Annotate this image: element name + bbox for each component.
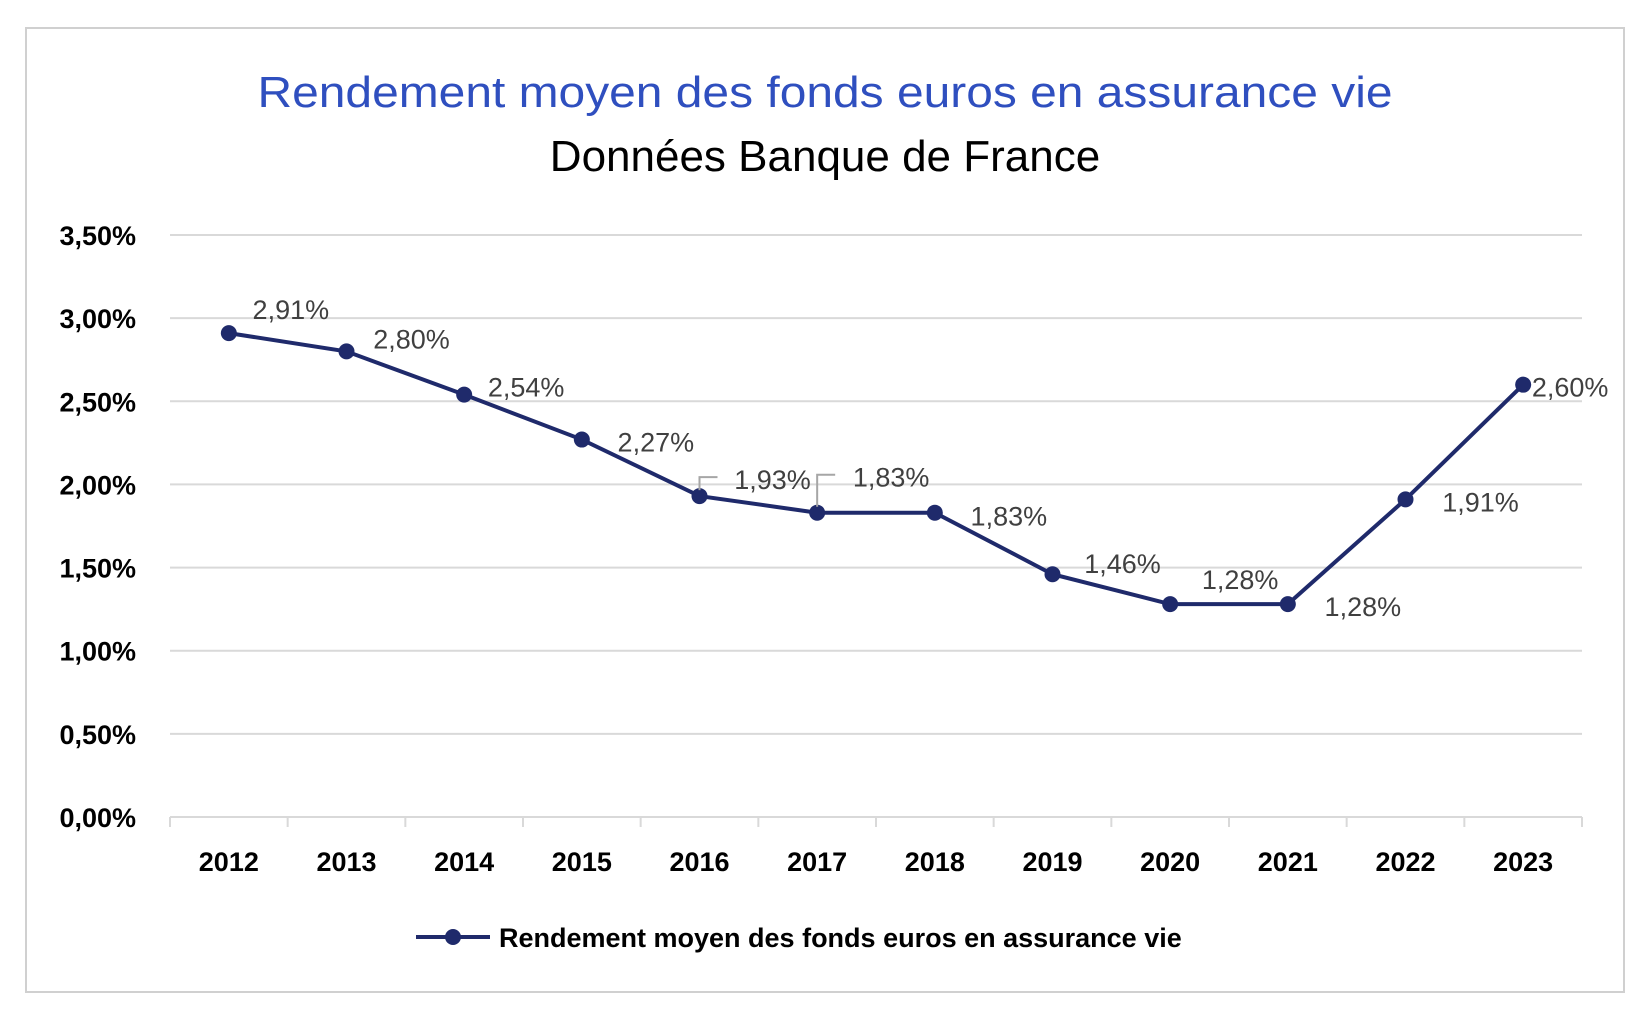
y-tick-label: 0,00% [59, 803, 136, 833]
x-tick-label: 2020 [1140, 847, 1200, 877]
data-label: 1,83% [853, 463, 930, 493]
x-tick-label: 2019 [1022, 847, 1082, 877]
data-label: 2,60% [1532, 373, 1609, 403]
x-tick-label: 2022 [1375, 847, 1435, 877]
data-label: 2,27% [618, 428, 695, 458]
data-point [1044, 566, 1061, 583]
data-point [220, 325, 237, 342]
data-label: 1,83% [971, 502, 1048, 532]
x-tick-label: 2021 [1258, 847, 1318, 877]
legend-label: Rendement moyen des fonds euros en assur… [499, 923, 1182, 953]
y-tick-label: 0,50% [59, 720, 136, 750]
series-line [228, 331, 1525, 607]
y-tick-label: 1,50% [59, 554, 136, 584]
data-label: 2,80% [373, 324, 450, 354]
y-tick-label: 3,00% [59, 304, 136, 334]
y-tick-label: 2,50% [59, 387, 136, 417]
data-label: 2,91% [253, 295, 330, 325]
x-tick-label: 2018 [905, 847, 965, 877]
data-point [1279, 596, 1296, 613]
data-point [926, 504, 943, 521]
x-tick-label: 2013 [316, 847, 376, 877]
data-point [809, 504, 826, 521]
x-tick-label: 2015 [552, 847, 612, 877]
chart-border [25, 27, 1625, 993]
y-tick-label: 3,50% [59, 221, 136, 251]
legend-marker [445, 929, 461, 945]
data-label: 1,28% [1325, 592, 1402, 622]
data-label: 1,91% [1442, 487, 1519, 517]
y-tick-label: 1,00% [59, 637, 136, 667]
data-label: 1,28% [1202, 565, 1279, 595]
x-tick-label: 2016 [669, 847, 729, 877]
data-point [691, 488, 708, 505]
data-point [1162, 596, 1179, 613]
x-tick-label: 2014 [434, 847, 494, 877]
x-tick-label: 2012 [199, 847, 259, 877]
x-tick-label: 2017 [787, 847, 847, 877]
chart-subtitle: Données Banque de France [550, 132, 1100, 181]
data-point [456, 386, 473, 403]
x-tick-label: 2023 [1493, 847, 1553, 877]
leader-line [816, 473, 836, 507]
data-label: 2,54% [488, 373, 565, 403]
leader-line [698, 476, 718, 491]
data-point [573, 431, 590, 448]
legend: Rendement moyen des fonds euros en assur… [416, 923, 1182, 953]
data-label: 1,46% [1084, 549, 1161, 579]
data-point [1515, 376, 1532, 393]
y-tick-label: 2,00% [59, 470, 136, 500]
data-point [1397, 491, 1414, 508]
data-label: 1,93% [734, 465, 811, 495]
data-point [338, 343, 355, 360]
chart-title: Rendement moyen des fonds euros en assur… [258, 68, 1393, 117]
